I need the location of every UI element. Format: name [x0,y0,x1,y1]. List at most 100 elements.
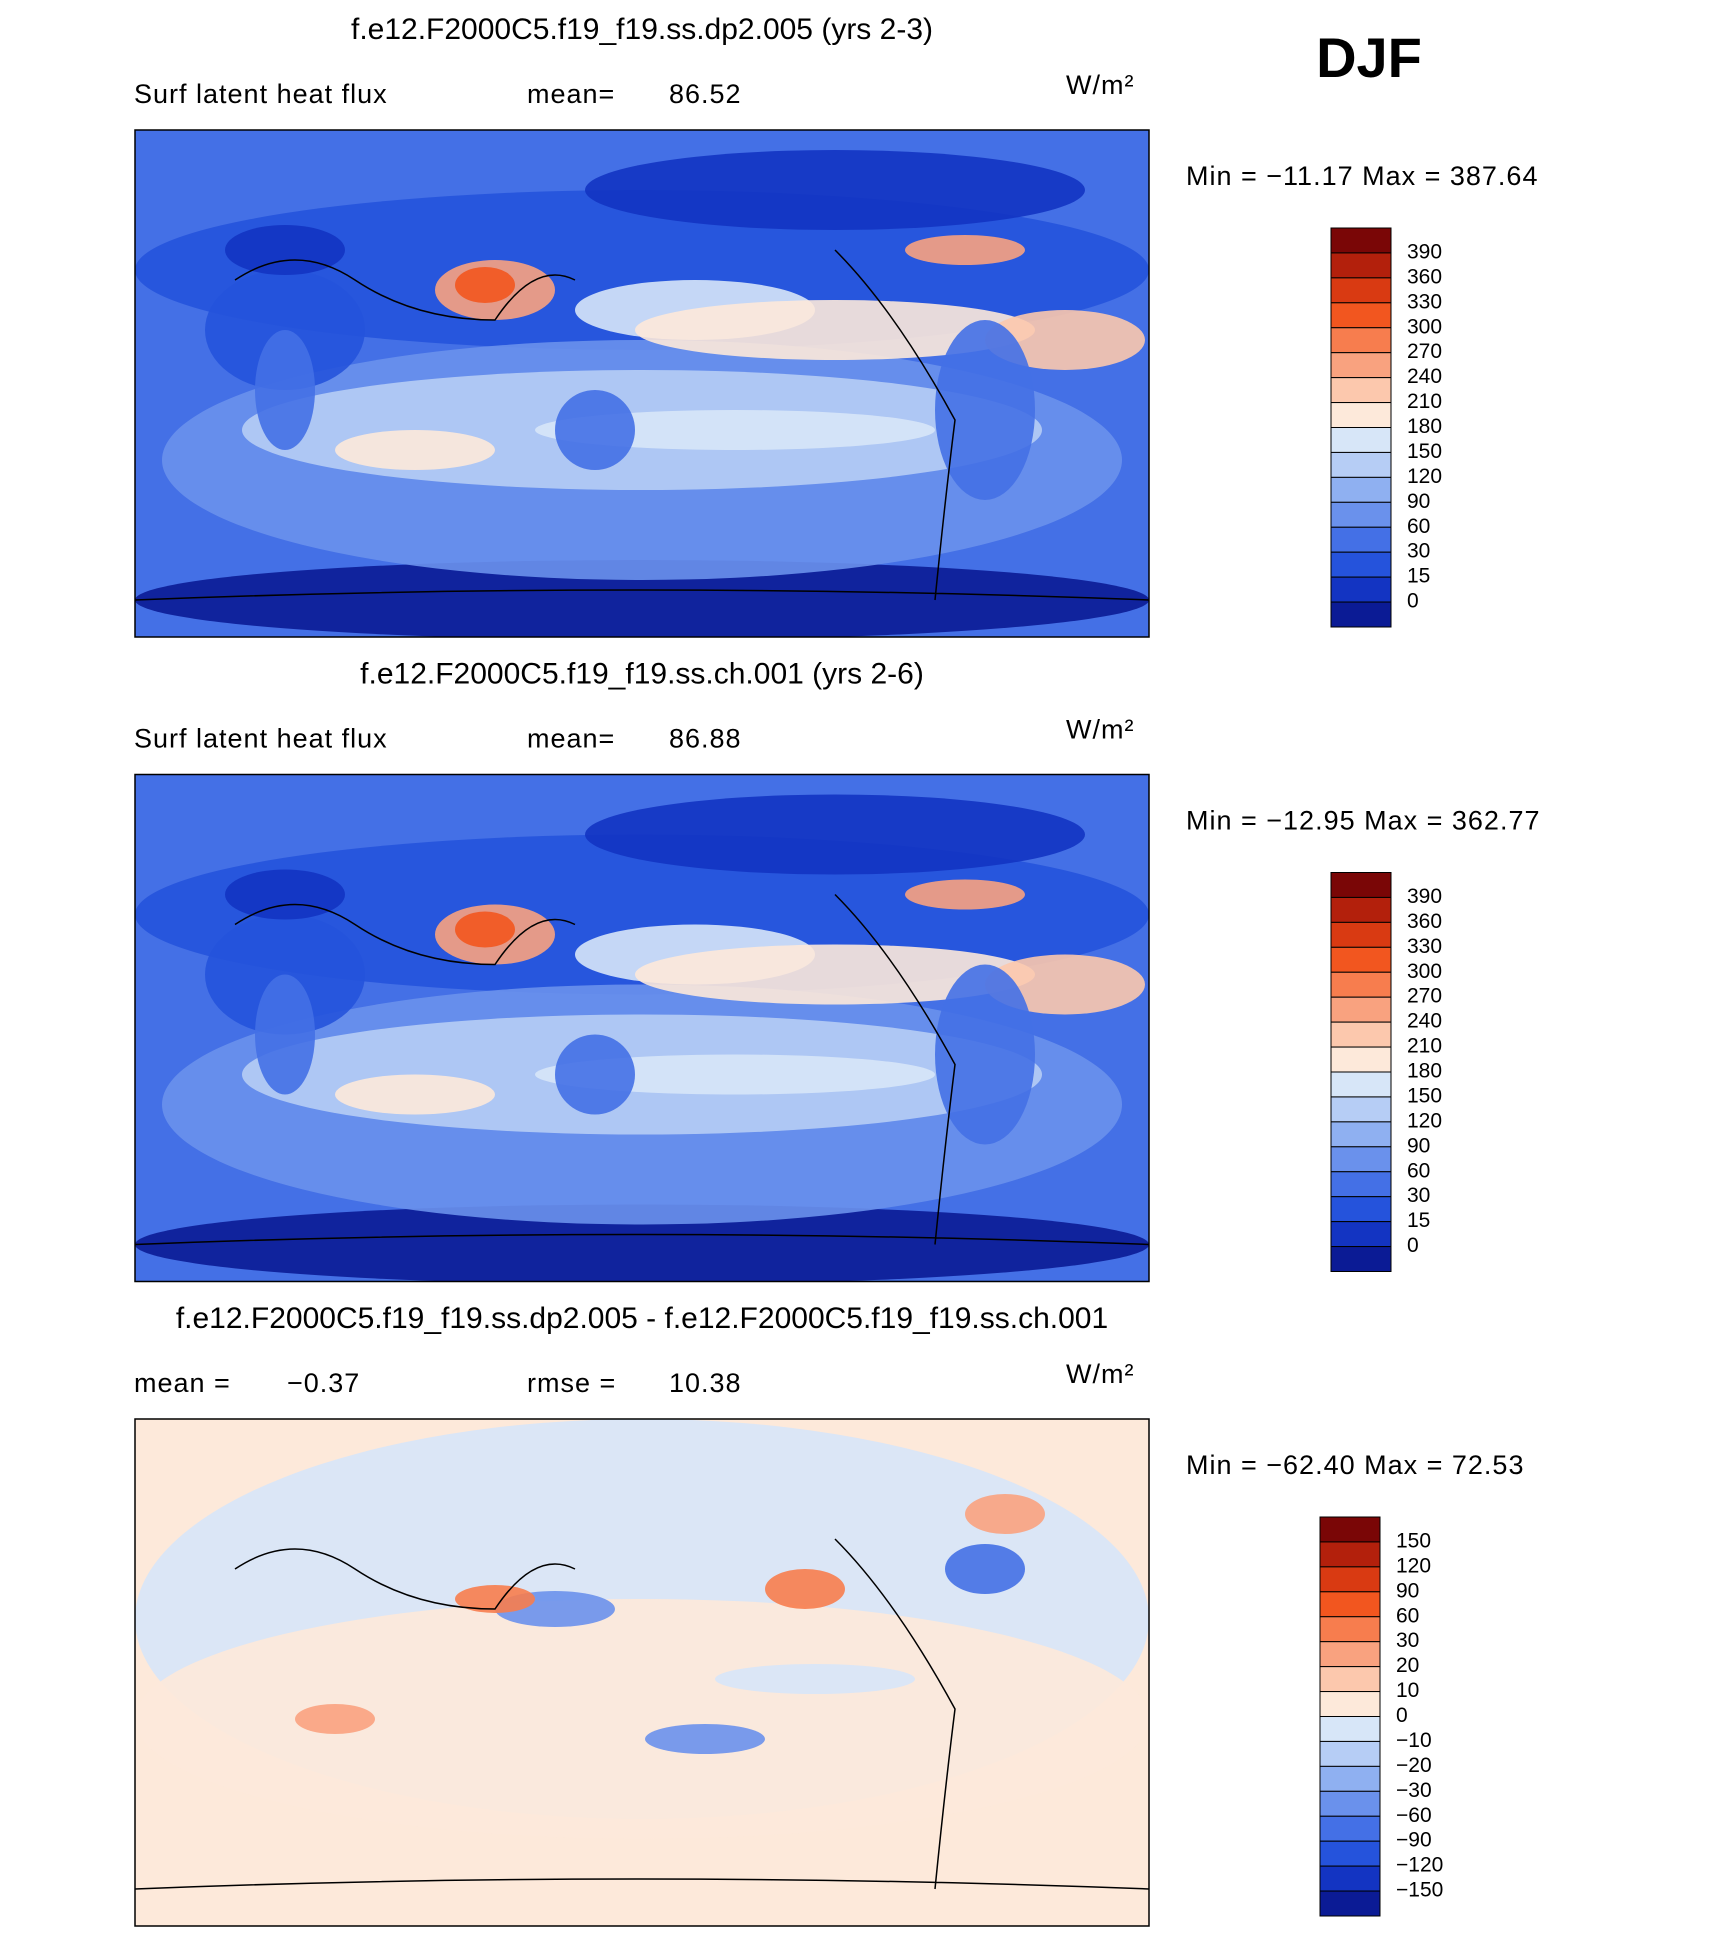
stat-label: mean= [527,724,615,754]
colorbar-box [1330,1146,1392,1173]
map-field [585,150,1085,230]
colorbar-label: 300 [1407,315,1442,338]
units: W/m² [1066,1359,1134,1389]
colorbar-label: 0 [1407,1234,1419,1257]
colorbar-label: −10 [1396,1729,1432,1752]
colorbar-label: −60 [1396,1804,1432,1827]
colorbar-box [1330,1121,1392,1148]
colorbar-label: 60 [1407,515,1430,538]
colorbar-label: 150 [1407,440,1442,463]
colorbar-box [1319,1566,1381,1593]
colorbar-label: 20 [1396,1654,1419,1677]
panel-title: f.e12.F2000C5.f19_f19.ss.dp2.005 - f.e12… [176,1302,1108,1335]
colorbar-label: 330 [1407,290,1442,313]
colorbar-box [1330,921,1392,948]
stat-label: mean= [527,79,615,109]
colorbar-box [1330,427,1392,453]
colorbar-label: 240 [1407,365,1442,388]
colorbar-box [1330,327,1392,354]
map [135,1419,1149,1926]
colorbar-box [1319,1740,1381,1767]
stat-label: mean = [134,1368,231,1398]
colorbar-box [1330,352,1392,379]
coastline [135,893,1149,1246]
map-field [135,560,1149,637]
colorbar-label: −90 [1396,1829,1432,1852]
units: W/m² [1066,70,1134,100]
colorbar-box [1330,377,1392,404]
range-stats: Min = −12.95 Max = 362.77 [1186,806,1540,836]
colorbar-box [1330,551,1392,578]
colorbar-label: −30 [1396,1779,1432,1802]
colorbar-label: 120 [1396,1554,1431,1577]
colorbar-label: 360 [1407,265,1442,288]
map-field [135,1599,1149,1839]
colorbar-box [1330,402,1392,428]
colorbar-box [1330,1221,1392,1248]
colorbar-label: 300 [1407,960,1442,983]
map-frame [134,773,1150,1283]
colorbar-box [1330,946,1392,973]
colorbar-label: 15 [1407,565,1430,588]
map [135,774,1149,1282]
colorbar-box [1330,576,1392,603]
colorbar-box [1330,601,1392,628]
map-field [945,1544,1025,1594]
colorbar-box [1330,526,1392,553]
colorbar-label: 150 [1407,1084,1442,1107]
map-field [935,320,1035,500]
colorbar-box [1330,1096,1392,1123]
colorbar-box [1330,872,1392,898]
colorbar-box [1319,1516,1381,1543]
colorbar-box [1319,1541,1381,1568]
map-field [585,794,1085,875]
panel-title: f.e12.F2000C5.f19_f19.ss.ch.001 (yrs 2-6… [360,657,924,690]
colorbar-label: −150 [1396,1879,1443,1902]
map-field [225,225,345,275]
map-field [255,330,315,450]
colorbar-box [1330,451,1392,478]
colorbar-label: −20 [1396,1754,1432,1777]
colorbar-label: 60 [1407,1159,1430,1182]
map-field [135,1204,1149,1282]
colorbar-label: 180 [1407,1060,1442,1083]
range-stats: Min = −62.40 Max = 72.53 [1186,1450,1524,1480]
colorbar-label: 90 [1407,1134,1430,1157]
stat-value: 86.52 [669,79,742,109]
map-field [965,1494,1045,1534]
colorbar-box [1319,1716,1381,1742]
range-stats: Min = −11.17 Max = 387.64 [1186,161,1538,191]
coastline [135,1538,1149,1890]
colorbar-box [1330,1196,1392,1223]
colorbar-label: 15 [1407,1209,1430,1232]
colorbar-box [1330,971,1392,998]
colorbar-box [1319,1765,1381,1792]
colorbar-box [1319,1666,1381,1693]
map-field [225,869,345,920]
colorbar-label: 120 [1407,465,1442,488]
colorbar-box [1330,1171,1392,1198]
map-field [335,1074,495,1115]
map-field [555,1034,635,1115]
map [135,130,1149,637]
colorbar-box [1319,1865,1381,1892]
map-field [935,964,1035,1145]
colorbar-box [1319,1790,1381,1817]
map-field [635,300,1035,360]
colorbar-label: 90 [1407,490,1430,513]
map-field [255,974,315,1095]
colorbar-box [1330,1071,1392,1098]
colorbar-label: 210 [1407,390,1442,413]
map-field [555,390,635,470]
map-field [765,1569,845,1609]
colorbar-box [1319,1815,1381,1842]
stat-value: 10.38 [669,1368,742,1398]
colorbar-box [1319,1890,1381,1917]
colorbar-label: 0 [1407,590,1419,613]
variable-name: Surf latent heat flux [134,724,388,754]
colorbar-label: 180 [1407,415,1442,438]
stat-label: rmse = [527,1368,616,1398]
colorbar-label: 390 [1407,240,1442,263]
colorbar-label: 120 [1407,1109,1442,1132]
